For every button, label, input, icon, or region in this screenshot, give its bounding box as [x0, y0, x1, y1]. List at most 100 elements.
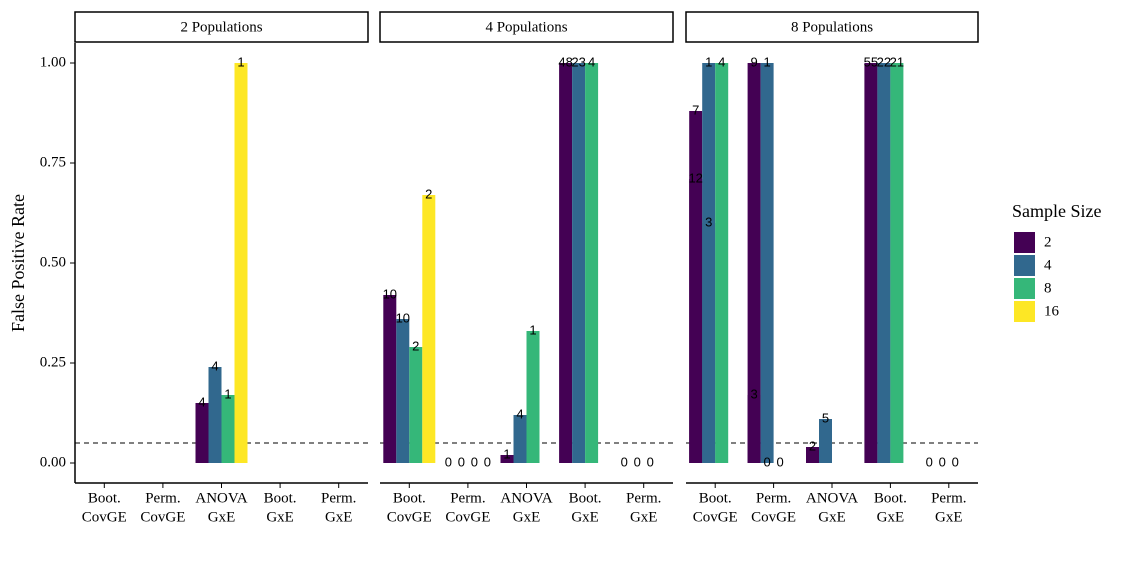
x-tick-label: Boot.	[874, 490, 907, 506]
facet-title: 8 Populations	[791, 19, 873, 35]
bar	[409, 347, 423, 463]
x-tick-label: Boot.	[569, 490, 602, 506]
data-label: 1	[503, 446, 510, 461]
x-tick-label: GxE	[630, 509, 658, 525]
bar	[890, 63, 904, 463]
data-label: 1	[763, 54, 770, 69]
x-tick-label: GxE	[325, 509, 353, 525]
facet-title: 4 Populations	[485, 19, 567, 35]
data-label: 0	[939, 454, 946, 469]
data-label: 5	[822, 410, 829, 425]
bar	[877, 63, 891, 463]
x-tick-label: CovGE	[751, 509, 796, 525]
x-tick-label: GxE	[818, 509, 846, 525]
legend-key	[1014, 232, 1035, 253]
bar	[500, 455, 514, 463]
bar	[526, 331, 540, 463]
bar	[221, 395, 235, 463]
x-tick-label: CovGE	[445, 509, 490, 525]
x-tick-label: GxE	[571, 509, 599, 525]
data-label: 0	[458, 454, 465, 469]
data-label: 4	[718, 54, 725, 69]
data-label: 1	[237, 54, 244, 69]
data-label: 3	[705, 214, 712, 229]
x-tick-label: Perm.	[756, 490, 791, 506]
y-axis-title: False Positive Rate	[8, 194, 28, 332]
legend-key	[1014, 255, 1035, 276]
x-tick-label: Perm.	[450, 490, 485, 506]
data-label: 0	[926, 454, 933, 469]
data-label: 10	[383, 286, 397, 301]
data-label: 1	[224, 386, 231, 401]
legend-label: 2	[1044, 234, 1052, 250]
data-label: 2	[412, 338, 419, 353]
data-label: 0	[445, 454, 452, 469]
x-tick-label: GxE	[208, 509, 236, 525]
data-label: 55	[864, 54, 878, 69]
data-label: 4	[211, 358, 218, 373]
data-label: 4	[588, 54, 595, 69]
data-label: 12	[688, 170, 702, 185]
data-label: 23	[571, 54, 585, 69]
x-tick-label: CovGE	[82, 509, 127, 525]
bar	[559, 63, 573, 463]
x-tick-label: GxE	[513, 509, 541, 525]
facet-strip	[74, 11, 369, 43]
legend-title: Sample Size	[1012, 201, 1101, 221]
data-label: 1	[529, 322, 536, 337]
legend-key	[1014, 278, 1035, 299]
bar	[572, 63, 586, 463]
bar	[864, 63, 878, 463]
x-tick-label: GxE	[935, 509, 963, 525]
data-label: 21	[890, 54, 904, 69]
data-label: 0	[484, 454, 491, 469]
legend-label: 8	[1044, 280, 1052, 296]
bar	[195, 403, 209, 463]
y-tick-label: 0.25	[40, 354, 66, 370]
x-tick-label: CovGE	[140, 509, 185, 525]
x-tick-label: Perm.	[321, 490, 356, 506]
data-label: 9	[750, 54, 757, 69]
x-tick-label: Boot.	[264, 490, 297, 506]
data-label: 7	[692, 102, 699, 117]
bar	[208, 367, 222, 463]
facet-title: 2 Populations	[180, 19, 262, 35]
bar	[585, 63, 599, 463]
bar	[760, 63, 774, 463]
x-tick-label: CovGE	[387, 509, 432, 525]
x-tick-label: Boot.	[699, 490, 732, 506]
bar	[747, 63, 761, 463]
legend-label: 16	[1044, 303, 1060, 319]
data-label: 0	[776, 454, 783, 469]
x-tick-label: Boot.	[88, 490, 121, 506]
bar	[715, 63, 729, 463]
x-tick-label: CovGE	[693, 509, 738, 525]
data-label: 10	[396, 310, 410, 325]
x-tick-label: Perm.	[931, 490, 966, 506]
bar	[422, 195, 436, 463]
bar	[383, 295, 397, 463]
y-tick-label: 1.00	[40, 54, 66, 70]
data-label: 0	[471, 454, 478, 469]
x-tick-label: Perm.	[145, 490, 180, 506]
bar	[513, 415, 527, 463]
data-label: 0	[763, 454, 770, 469]
bar	[819, 419, 832, 463]
legend-label: 4	[1044, 257, 1052, 273]
data-label: 0	[647, 454, 654, 469]
x-tick-label: ANOVA	[195, 490, 247, 506]
x-tick-label: GxE	[877, 509, 905, 525]
bar	[806, 447, 819, 463]
facet-strip	[685, 11, 979, 43]
y-tick-label: 0.00	[40, 454, 66, 470]
legend-key	[1014, 301, 1035, 322]
data-label: 22	[877, 54, 891, 69]
x-tick-label: ANOVA	[500, 490, 552, 506]
data-label: 4	[516, 406, 523, 421]
data-label: 2	[425, 186, 432, 201]
x-tick-label: GxE	[266, 509, 294, 525]
data-label: 1	[705, 54, 712, 69]
data-label: 0	[952, 454, 959, 469]
y-tick-label: 0.75	[40, 154, 66, 170]
